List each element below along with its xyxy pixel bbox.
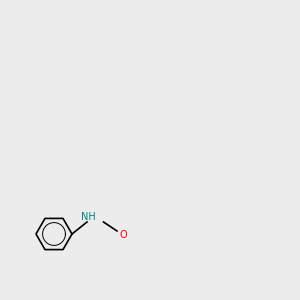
Text: NH: NH [81,212,96,223]
Text: O: O [119,230,127,241]
